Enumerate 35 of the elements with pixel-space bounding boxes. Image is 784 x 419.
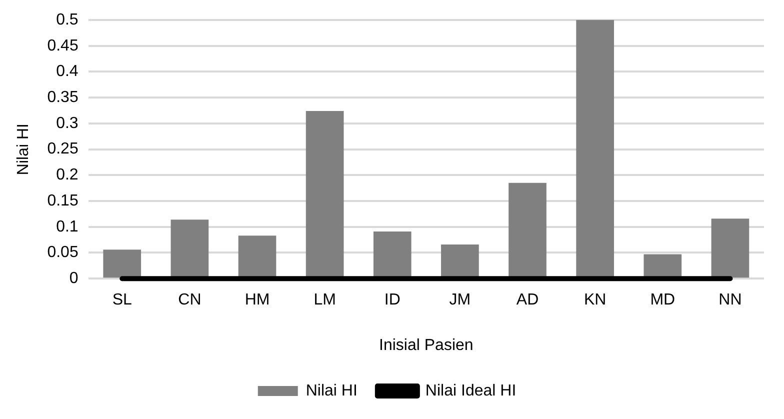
y-tick-label: 0.15: [47, 192, 78, 210]
x-tick-label: KN: [584, 292, 606, 309]
x-tick-label: AD: [516, 292, 539, 309]
x-tick-label: LM: [314, 292, 336, 309]
y-tick-label: 0.1: [56, 218, 78, 236]
bar: [103, 250, 142, 278]
bar: [644, 254, 682, 278]
y-tick-label: 0.4: [56, 63, 78, 80]
bar: [441, 244, 479, 278]
y-tick-label: 0.3: [56, 114, 78, 132]
bar: [306, 111, 344, 278]
x-tick-label: JM: [449, 292, 471, 309]
bar: [238, 236, 276, 278]
y-tick-label: 0.25: [47, 140, 78, 158]
bar: [711, 218, 750, 278]
bar: [170, 220, 209, 278]
y-tick-label: 0.05: [47, 244, 78, 262]
y-tick-label: 0.35: [47, 88, 78, 106]
x-tick-label: MD: [650, 292, 676, 309]
x-tick-label: NN: [718, 292, 742, 309]
y-tick-label: 0.5: [56, 11, 78, 28]
bar: [508, 182, 546, 278]
x-axis-title: Inisial Pasien: [379, 336, 474, 354]
y-tick-label: 0.2: [56, 166, 78, 184]
x-tick-label: SL: [112, 292, 132, 309]
x-tick-label: CN: [178, 292, 202, 309]
legend-label: Nilai Ideal HI: [425, 382, 516, 400]
x-tick-label: HM: [244, 292, 270, 309]
legend-label: Nilai HI: [306, 382, 358, 400]
x-tick-label: ID: [384, 292, 400, 309]
bar: [576, 20, 614, 278]
y-axis-title: Nilai HI: [15, 124, 32, 176]
y-tick-label: 0: [69, 270, 78, 288]
bar: [373, 232, 412, 278]
y-tick-label: 0.45: [47, 37, 78, 54]
